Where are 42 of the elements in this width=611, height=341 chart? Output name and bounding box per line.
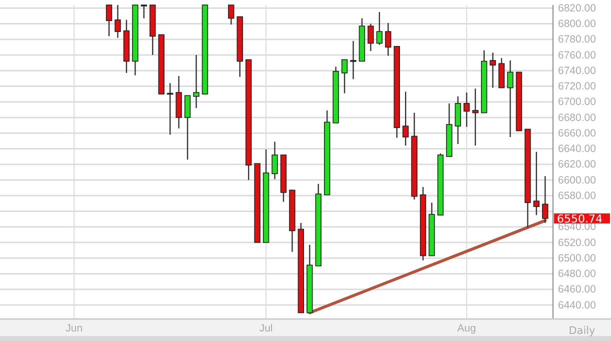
y-tick-label: 6660.00 — [558, 127, 596, 140]
text: Daily — [568, 325, 596, 337]
candlestick — [368, 23, 374, 52]
candlestick — [507, 60, 514, 138]
candlestick — [350, 40, 356, 80]
candlestick — [376, 11, 383, 46]
y-tick-label: 6720.00 — [558, 80, 596, 93]
y-tick-label: 6620.00 — [558, 158, 596, 171]
y-tick-label: 6580.00 — [558, 190, 596, 202]
y-tick-label: 6820.00 — [558, 2, 596, 14]
candlestick — [490, 52, 496, 88]
y-tick-label: 6700.00 — [558, 96, 596, 108]
candlestick — [533, 151, 540, 216]
candlestick — [341, 59, 348, 94]
x-tick-label: Jul — [259, 322, 273, 334]
y-tick-label: 6600.00 — [558, 174, 596, 186]
candlestick — [114, 4, 121, 38]
y-tick-label: 6800.00 — [558, 18, 596, 30]
candlestick — [464, 92, 470, 128]
candlestick — [472, 88, 478, 146]
y-tick-label: 6740.00 — [558, 64, 596, 77]
candlestick — [140, 4, 148, 19]
candlestick — [193, 54, 200, 109]
candlestick — [402, 91, 409, 146]
y-tick-label: 6440.00 — [558, 299, 596, 312]
x-tick-label: Aug — [457, 322, 476, 334]
x-tick-label: Jun — [66, 322, 83, 334]
y-tick-label: 6780.00 — [558, 34, 596, 46]
y-tick-label: 6480.00 — [558, 268, 596, 280]
y-tick-label: 6680.00 — [558, 112, 596, 124]
candlestick — [454, 96, 462, 145]
candlestick — [106, 4, 112, 37]
candlestick — [542, 175, 548, 224]
y-tick-label: 6460.00 — [558, 284, 596, 296]
y-tick-label: 6760.00 — [558, 49, 596, 62]
candlestick — [385, 22, 392, 56]
y-tick-label: 6500.00 — [558, 252, 596, 264]
candlestick — [184, 95, 191, 160]
y-tick-label: 6640.00 — [558, 143, 596, 156]
y-tick-label: 6520.00 — [558, 236, 596, 249]
candlestick — [272, 141, 278, 180]
candlestick — [228, 4, 234, 26]
